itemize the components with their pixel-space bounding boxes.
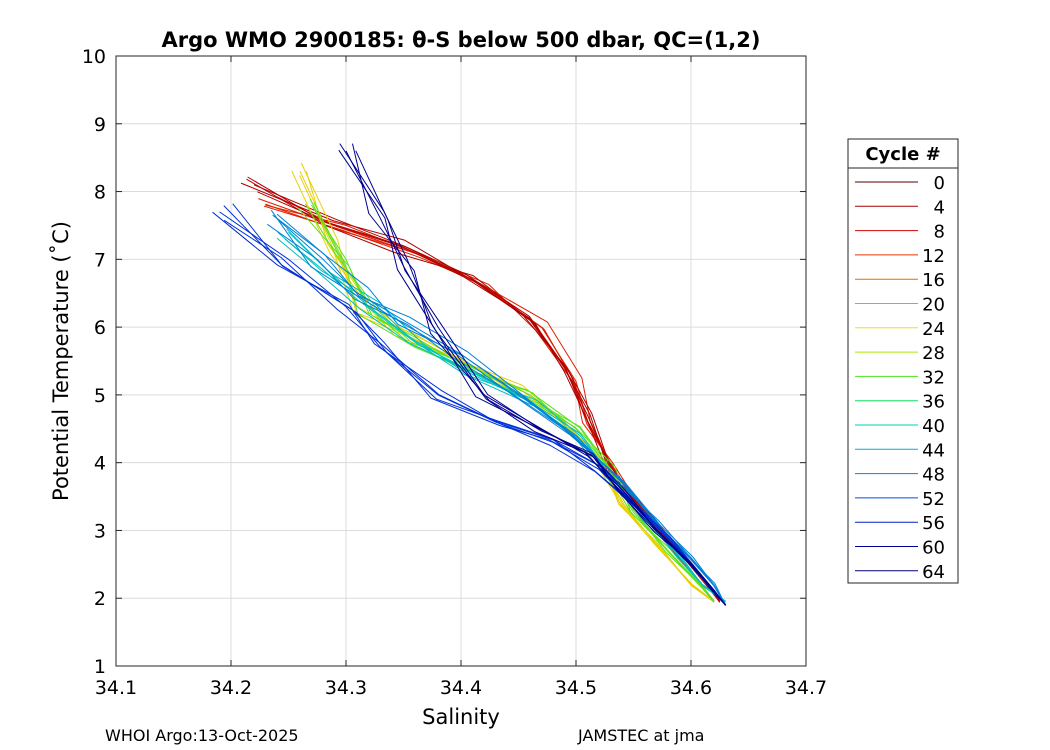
series-line [212, 211, 726, 606]
legend-label: 64 [922, 562, 945, 583]
x-tick-label: 34.7 [785, 677, 827, 699]
chart-title: Argo WMO 2900185: θ-S below 500 dbar, QC… [162, 28, 761, 52]
y-tick-label: 6 [94, 317, 106, 339]
x-axis-label: Salinity [422, 705, 500, 729]
series-line [286, 228, 726, 603]
y-tick-label: 10 [82, 46, 106, 68]
legend-label: 40 [922, 416, 945, 437]
footer-right-text: JAMSTEC at jma [578, 726, 705, 745]
x-tick-label: 34.2 [210, 677, 252, 699]
legend-label: 52 [922, 489, 945, 510]
legend-label: 56 [922, 513, 945, 534]
x-tick-label: 34.4 [440, 677, 482, 699]
legend-label: 12 [922, 246, 945, 267]
y-tick-label: 9 [94, 114, 106, 136]
axis-ticks: 34.1 34.2 34.3 34.4 34.5 34.6 34.7 1 2 3 4 5 6 7 8 9 10 [82, 46, 827, 699]
legend-label: 0 [934, 173, 945, 194]
series-line [338, 149, 726, 606]
legend-label: 8 [934, 222, 945, 243]
y-tick-label: 8 [94, 182, 106, 204]
legend-label: 32 [922, 367, 945, 388]
y-axis-label: Potential Temperature (˚C) [49, 221, 73, 501]
y-tick-label: 7 [94, 249, 106, 271]
x-tick-label: 34.5 [555, 677, 597, 699]
legend-label: 44 [922, 440, 945, 461]
series-group [212, 143, 726, 606]
series-line [267, 223, 726, 606]
legend-label: 24 [922, 319, 945, 340]
legend-label: 4 [934, 197, 945, 218]
series-line [223, 219, 726, 606]
series-line [272, 214, 726, 606]
legend-label: 20 [922, 295, 945, 316]
y-tick-label: 2 [94, 588, 106, 610]
y-tick-label: 5 [94, 385, 106, 407]
legend-label: 16 [922, 270, 945, 291]
series-line [352, 143, 726, 606]
y-tick-label: 1 [94, 656, 106, 678]
legend-label: 60 [922, 538, 945, 559]
legend-label: 28 [922, 343, 945, 364]
x-tick-label: 34.3 [325, 677, 367, 699]
y-tick-label: 3 [94, 520, 106, 542]
x-tick-label: 34.1 [95, 677, 137, 699]
y-tick-label: 4 [94, 453, 106, 475]
x-tick-label: 34.6 [670, 677, 712, 699]
series-line [223, 205, 726, 606]
legend-box [847, 138, 959, 584]
footer-left-text: WHOI Argo:13-Oct-2025 [105, 726, 299, 745]
legend-label: 36 [922, 392, 945, 413]
legend-title: Cycle # [865, 144, 940, 165]
legend-label: 48 [922, 465, 945, 486]
